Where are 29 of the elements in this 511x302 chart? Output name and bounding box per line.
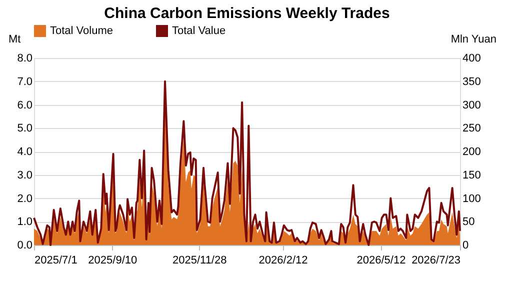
chart-title: China Carbon Emissions Weekly Trades bbox=[104, 5, 390, 22]
x-tick-label: 2026/7/23 bbox=[412, 254, 460, 266]
y2-tick-label: 300 bbox=[462, 99, 481, 112]
legend-label: Total Volume bbox=[50, 25, 113, 37]
y2-tick-label: 200 bbox=[462, 146, 481, 158]
y2-tick-label: 100 bbox=[462, 192, 481, 205]
y2-tick-label: 400 bbox=[462, 52, 481, 64]
y2-tick-label: 150 bbox=[462, 169, 481, 182]
y-axis-title: Mt bbox=[8, 34, 21, 46]
x-tick-label: 2025/9/10 bbox=[88, 254, 138, 266]
y2-tick-label: 350 bbox=[462, 76, 481, 88]
y-tick-label: 4.0 bbox=[17, 146, 32, 158]
y-tick-label: 3.0 bbox=[17, 169, 32, 182]
y2-tick-label: 250 bbox=[462, 122, 481, 135]
y2-axis-title: Mln Yuan bbox=[450, 34, 496, 46]
y-tick-label: 0.0 bbox=[17, 240, 32, 252]
y-tick-label: 1.0 bbox=[17, 216, 32, 228]
x-tick-label: 2025/11/28 bbox=[172, 254, 227, 266]
y-tick-label: 6.0 bbox=[17, 99, 32, 112]
y2-tick-label: 50 bbox=[462, 216, 475, 228]
y-tick-label: 2.0 bbox=[17, 192, 32, 205]
x-tick-label: 2026/2/12 bbox=[258, 254, 308, 266]
legend-label: Total Value bbox=[172, 25, 226, 37]
x-tick-label: 2025/7/1 bbox=[34, 254, 78, 266]
y-tick-label: 5.0 bbox=[17, 122, 32, 135]
x-tick-label: 2026/5/12 bbox=[356, 254, 406, 266]
y-tick-label: 8.0 bbox=[17, 52, 32, 64]
y-tick-label: 7.0 bbox=[17, 76, 32, 88]
y2-tick-label: 0 bbox=[462, 240, 469, 252]
